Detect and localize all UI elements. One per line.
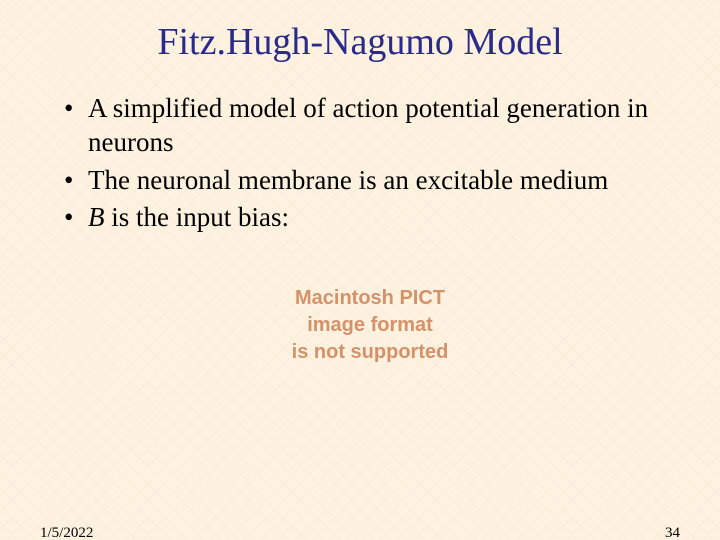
missing-image-placeholder: Macintosh PICT image format is not suppo… [237,275,503,376]
placeholder-line: Macintosh PICT [245,285,495,312]
bullet-text: A simplified model of action potential g… [88,93,648,157]
bullet-text: is the input bias: [105,202,290,232]
bullet-item: B is the input bias: [60,201,680,235]
footer-page-number: 34 [665,525,680,540]
slide-title: Fitz.Hugh-Nagumo Model [0,20,720,64]
placeholder-line: image format [245,312,495,339]
slide-body: A simplified model of action potential g… [0,92,720,376]
bullet-item: The neuronal membrane is an excitable me… [60,164,680,198]
footer-date: 1/5/2022 [40,525,93,540]
placeholder-line: is not supported [245,339,495,366]
bullet-text: The neuronal membrane is an excitable me… [88,165,608,195]
bullet-list: A simplified model of action potential g… [60,92,680,235]
bullet-item: A simplified model of action potential g… [60,92,680,160]
bullet-italic-var: B [88,202,105,232]
